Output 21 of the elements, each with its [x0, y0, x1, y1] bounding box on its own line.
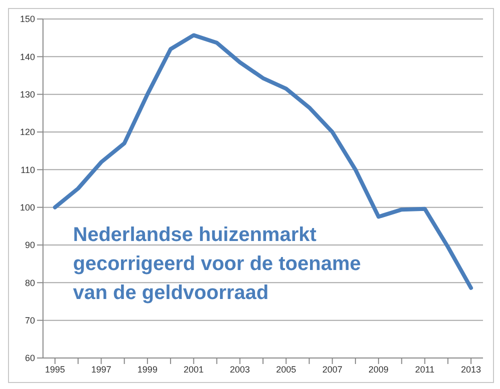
y-tick-label: 60	[24, 353, 35, 364]
y-tick-label: 150	[20, 14, 35, 24]
y-tick-label: 100	[20, 202, 35, 213]
annotation: Nederlandse huizenmarkt gecorrigeerd voor de toename van de geldvoorraad	[73, 223, 362, 306]
x-tick-label: 1995	[44, 364, 66, 374]
y-tick-label: 80	[24, 278, 35, 288]
x-tick-label: 2011	[415, 364, 434, 374]
x-tick-label: 2013	[460, 364, 482, 374]
y-tick-label: 120	[20, 127, 35, 138]
x-tick-label: 2001	[184, 364, 204, 374]
y-tick-label: 70	[24, 316, 35, 326]
x-tick-label: 1997	[91, 364, 112, 374]
x-tick-label: 1999	[137, 364, 158, 374]
y-tick-label: 110	[20, 164, 35, 175]
y-tick-label: 140	[20, 52, 35, 62]
x-tick-label: 2007	[322, 364, 342, 374]
x-tick-label: 2005	[276, 364, 296, 374]
x-tick-label: 2009	[368, 364, 389, 374]
y-tick-label: 90	[24, 240, 35, 250]
y-tick-label: 130	[20, 90, 35, 100]
x-tick-label: 2003	[230, 364, 250, 374]
